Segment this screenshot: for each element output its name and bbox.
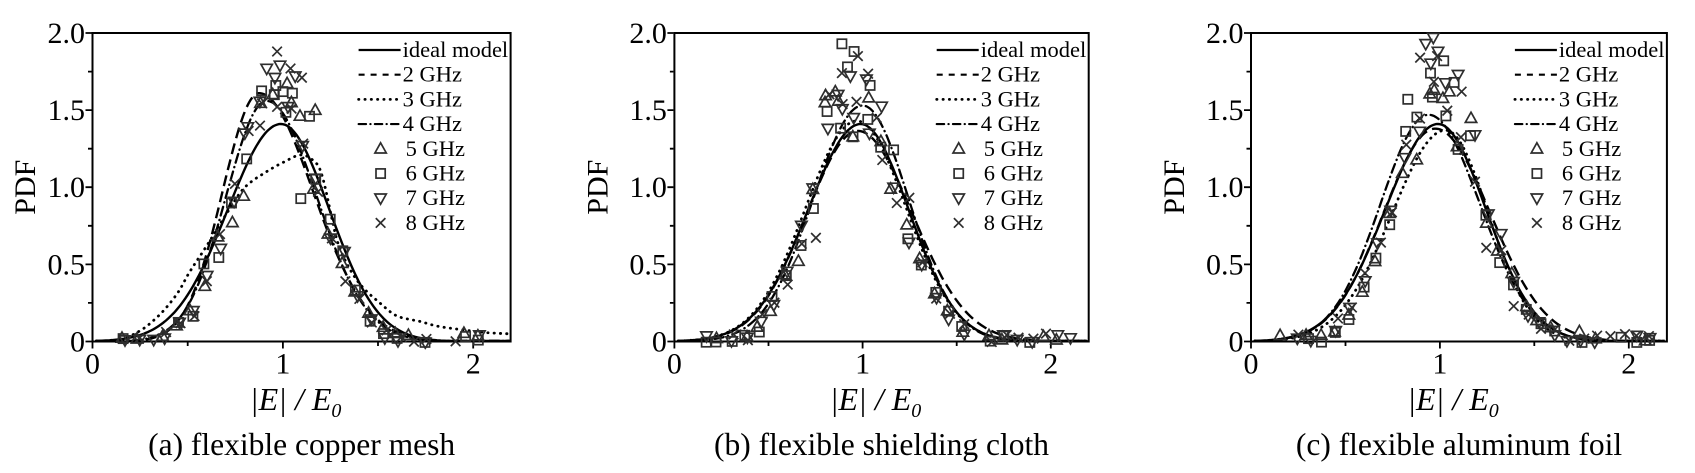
svg-text:6 GHz: 6 GHz	[1562, 161, 1621, 186]
svg-text:2 GHz: 2 GHz	[981, 62, 1040, 87]
svg-text:2.0: 2.0	[629, 17, 667, 50]
svg-text:PDF: PDF	[9, 160, 42, 215]
svg-text:3 GHz: 3 GHz	[1559, 86, 1618, 111]
svg-text:5 GHz: 5 GHz	[406, 136, 465, 161]
svg-text:0: 0	[1244, 348, 1259, 381]
svg-text:(b) flexible shielding cloth: (b) flexible shielding cloth	[714, 427, 1049, 462]
svg-text:3 GHz: 3 GHz	[403, 86, 462, 111]
svg-text:2.0: 2.0	[1206, 17, 1244, 50]
svg-text:PDF: PDF	[581, 160, 614, 215]
svg-text:2 GHz: 2 GHz	[1559, 62, 1618, 87]
svg-text:4 GHz: 4 GHz	[981, 111, 1040, 136]
svg-text:4 GHz: 4 GHz	[403, 111, 462, 136]
svg-text:2.0: 2.0	[48, 17, 86, 50]
svg-text:1: 1	[1432, 348, 1447, 381]
svg-text:2: 2	[1621, 348, 1636, 381]
svg-text:(c) flexible aluminum foil: (c) flexible aluminum foil	[1296, 427, 1623, 462]
svg-text:2: 2	[466, 348, 481, 381]
svg-text:1: 1	[855, 348, 870, 381]
svg-text:PDF: PDF	[1158, 160, 1191, 215]
svg-text:1.5: 1.5	[629, 94, 667, 127]
svg-text:5 GHz: 5 GHz	[984, 136, 1043, 161]
svg-text:0.5: 0.5	[1206, 248, 1244, 281]
svg-text:1.5: 1.5	[1206, 94, 1244, 127]
svg-text:8 GHz: 8 GHz	[406, 210, 465, 235]
svg-text:5 GHz: 5 GHz	[1562, 136, 1621, 161]
svg-text:|E| / E0: |E| / E0	[1407, 381, 1499, 422]
svg-text:6 GHz: 6 GHz	[406, 161, 465, 186]
svg-text:(a) flexible copper mesh: (a) flexible copper mesh	[148, 427, 455, 462]
svg-text:ideal model: ideal model	[981, 37, 1087, 62]
svg-text:1.0: 1.0	[48, 171, 86, 204]
svg-text:1.0: 1.0	[1206, 171, 1244, 204]
svg-text:|E| / E0: |E| / E0	[830, 381, 922, 422]
svg-text:3 GHz: 3 GHz	[981, 86, 1040, 111]
svg-text:0: 0	[70, 326, 85, 359]
svg-text:0.5: 0.5	[48, 248, 86, 281]
svg-text:0: 0	[1229, 326, 1244, 359]
svg-text:2 GHz: 2 GHz	[403, 62, 462, 87]
svg-text:6 GHz: 6 GHz	[984, 161, 1043, 186]
svg-text:0: 0	[85, 348, 100, 381]
svg-text:8 GHz: 8 GHz	[984, 210, 1043, 235]
svg-text:0: 0	[652, 326, 667, 359]
svg-text:7 GHz: 7 GHz	[1562, 185, 1621, 210]
svg-text:1: 1	[275, 348, 290, 381]
svg-text:1.5: 1.5	[48, 94, 86, 127]
svg-text:7 GHz: 7 GHz	[406, 185, 465, 210]
svg-text:0.5: 0.5	[629, 248, 667, 281]
svg-text:0: 0	[667, 348, 682, 381]
svg-text:4 GHz: 4 GHz	[1559, 111, 1618, 136]
svg-text:8 GHz: 8 GHz	[1562, 210, 1621, 235]
svg-text:ideal model: ideal model	[403, 37, 509, 62]
svg-text:|E| / E0: |E| / E0	[250, 381, 342, 422]
svg-text:7 GHz: 7 GHz	[984, 185, 1043, 210]
svg-text:1.0: 1.0	[629, 171, 667, 204]
svg-text:2: 2	[1043, 348, 1058, 381]
svg-text:ideal model: ideal model	[1559, 37, 1665, 62]
